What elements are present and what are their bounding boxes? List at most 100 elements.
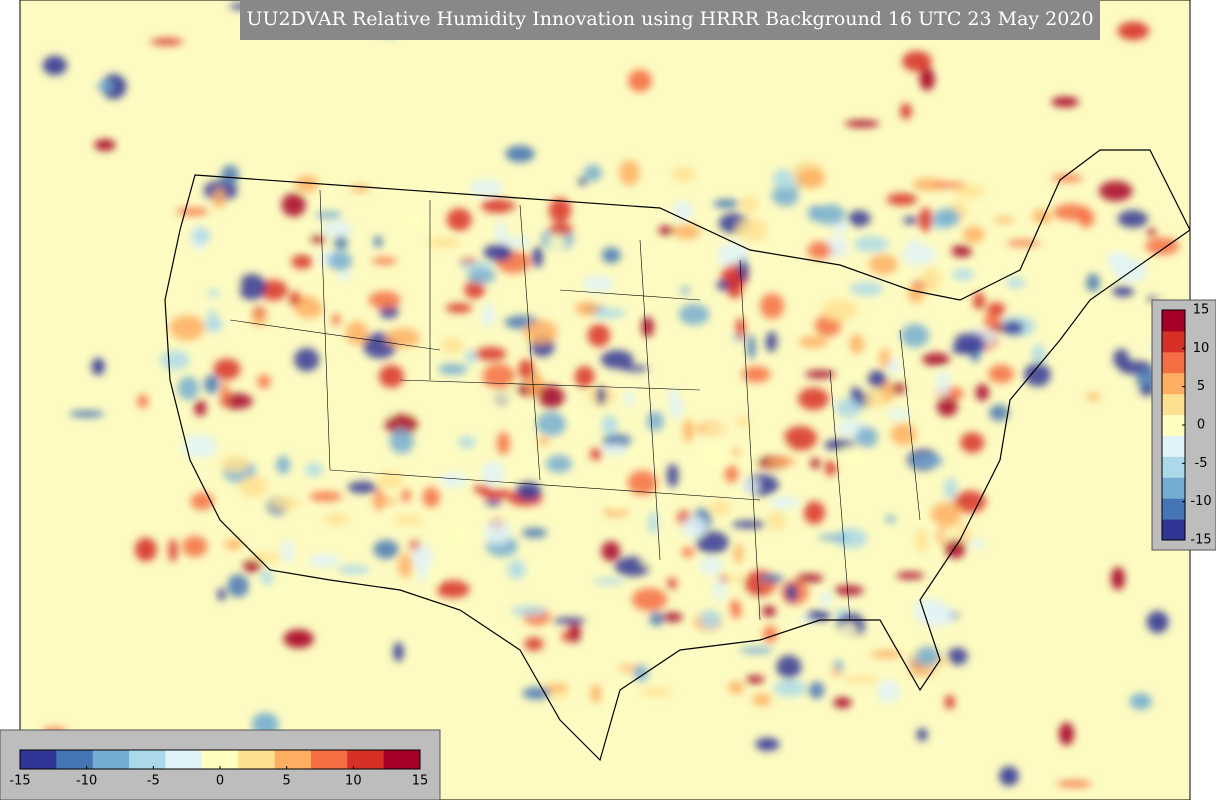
- field-blob: [798, 336, 829, 348]
- field-blob: [712, 579, 727, 601]
- field-blob: [438, 363, 468, 375]
- field-blob: [914, 528, 928, 553]
- field-blob: [773, 679, 807, 697]
- field-blob: [398, 553, 413, 578]
- field-blob: [583, 275, 614, 293]
- field-blob: [988, 364, 1015, 384]
- field-blob: [908, 238, 918, 248]
- field-blob: [503, 237, 532, 248]
- field-blob: [177, 376, 200, 400]
- field-blob: [730, 448, 743, 456]
- field-blob: [483, 243, 513, 262]
- colorbar-swatch: [310, 750, 348, 769]
- field-blob: [389, 428, 414, 454]
- field-blob: [602, 444, 628, 456]
- field-blob: [743, 478, 760, 494]
- tick-label: 10: [345, 774, 362, 789]
- field-blob: [667, 577, 677, 590]
- field-blob: [810, 457, 821, 469]
- field-blob: [169, 314, 205, 341]
- field-blob: [936, 396, 958, 417]
- field-blob: [671, 167, 696, 183]
- field-blob: [827, 633, 838, 652]
- field-blob: [681, 516, 707, 539]
- field-blob: [672, 201, 694, 221]
- field-blob: [600, 350, 634, 370]
- field-blob: [593, 578, 626, 585]
- colorbar-swatch: [1162, 456, 1185, 478]
- field-blob: [587, 323, 611, 347]
- field-blob: [885, 515, 896, 524]
- colorbar-swatch: [165, 750, 203, 769]
- field-blob: [192, 227, 211, 244]
- field-blob: [713, 199, 740, 209]
- field-blob: [315, 211, 342, 219]
- field-blob: [239, 475, 269, 497]
- field-blob: [212, 188, 226, 209]
- field-blob: [345, 320, 369, 346]
- field-blob: [900, 323, 930, 348]
- colorbar-swatch: [1162, 498, 1185, 520]
- field-blob: [42, 55, 67, 76]
- field-blob: [953, 332, 986, 354]
- field-blob: [227, 574, 249, 598]
- field-blob: [333, 235, 348, 251]
- field-blob: [807, 241, 832, 260]
- field-blob: [524, 637, 544, 651]
- field-blob: [876, 680, 901, 703]
- field-blob: [511, 605, 547, 616]
- field-blob: [882, 531, 892, 549]
- field-blob: [1024, 362, 1051, 387]
- field-blob: [1002, 320, 1024, 335]
- field-blob: [920, 604, 956, 627]
- field-blob: [458, 261, 495, 270]
- field-blob: [951, 269, 975, 281]
- field-blob: [371, 257, 397, 265]
- field-blob: [678, 303, 710, 326]
- field-blob: [295, 175, 319, 193]
- field-blob: [803, 501, 825, 525]
- field-blob: [590, 684, 602, 703]
- field-blob: [548, 197, 572, 223]
- field-blob: [521, 527, 548, 538]
- field-blob: [1051, 174, 1083, 182]
- field-blob: [726, 574, 746, 583]
- field-blob: [919, 67, 935, 91]
- field-blob: [561, 410, 587, 430]
- boundaries: [164, 149, 1190, 762]
- field-blob: [309, 491, 342, 502]
- field-blob: [469, 179, 503, 197]
- field-blob: [989, 404, 1009, 421]
- colorbar-swatch: [1162, 435, 1185, 457]
- field-blob: [439, 472, 468, 488]
- field-blob: [769, 496, 801, 509]
- field-blob: [368, 291, 401, 309]
- field-blob: [624, 390, 634, 407]
- field-blob: [658, 225, 675, 235]
- tick-label: -15: [1190, 533, 1211, 548]
- field-blob: [546, 683, 568, 691]
- field-blob: [730, 603, 742, 619]
- field-blob: [253, 441, 273, 459]
- field-blob: [844, 120, 880, 128]
- field-blob: [428, 236, 461, 248]
- field-blob: [458, 436, 476, 448]
- field-blob: [94, 139, 116, 151]
- field-blob: [250, 552, 283, 562]
- field-blob: [993, 217, 1015, 224]
- field-blob: [446, 526, 474, 549]
- field-blob: [320, 220, 353, 237]
- field-blob: [1146, 610, 1169, 634]
- colorbar-swatch: [1162, 310, 1185, 332]
- field-blob: [648, 511, 659, 535]
- field-blob: [867, 370, 887, 389]
- field-blob: [260, 569, 274, 586]
- field-blob: [1086, 273, 1100, 292]
- field-blob: [601, 415, 618, 435]
- field-blob: [680, 286, 690, 295]
- field-blob: [610, 489, 624, 513]
- field-blob: [548, 230, 565, 253]
- field-blob: [220, 381, 230, 407]
- field-blob: [849, 281, 884, 296]
